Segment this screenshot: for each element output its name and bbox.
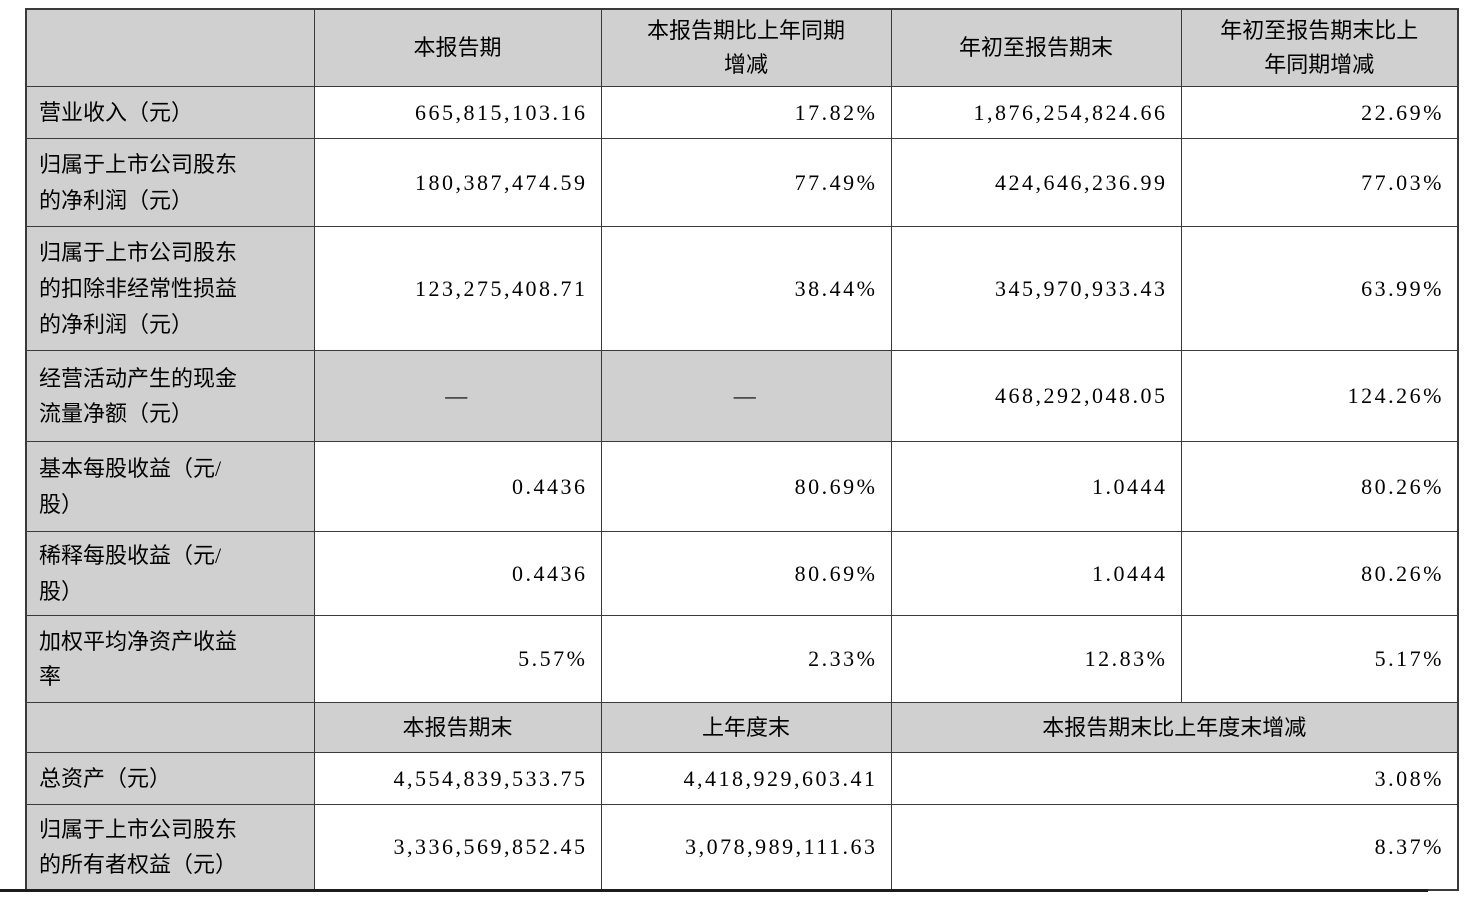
cell-value: 0.4436 xyxy=(313,441,602,533)
col-header-period-vs-last-year: 本报告期末比上年度末增减 xyxy=(890,702,1459,754)
cell-value: 3,078,989,111.63 xyxy=(600,804,892,891)
header-row-year-end: 本报告期末 上年度末 本报告期末比上年度末增减 xyxy=(25,702,1459,754)
table-row-basic-eps: 基本每股收益（元/ 股） 0.4436 80.69% 1.0444 80.26% xyxy=(25,441,1459,533)
cell-value-dash: — xyxy=(600,350,892,443)
cell-value: 12.83% xyxy=(890,615,1182,704)
cell-value: 468,292,048.05 xyxy=(890,350,1182,443)
table-row-owners-equity: 归属于上市公司股东 的所有者权益（元） 3,336,569,852.45 3,0… xyxy=(25,804,1459,891)
cell-value: 3.08% xyxy=(890,752,1459,806)
row-label: 基本每股收益（元/ 股） xyxy=(25,441,315,533)
cell-value: 80.26% xyxy=(1180,531,1459,617)
cell-value: 424,646,236.99 xyxy=(890,138,1182,228)
col-header-end-of-last-year: 上年度末 xyxy=(600,702,892,754)
corner-cell xyxy=(25,8,315,88)
financial-summary-table: 本报告期 本报告期比上年同期 增减 年初至报告期末 年初至报告期末比上 年同期增… xyxy=(25,8,1459,891)
cell-value: 1.0444 xyxy=(890,531,1182,617)
cell-value: 17.82% xyxy=(600,86,892,140)
row-label: 营业收入（元） xyxy=(25,86,315,140)
row-label: 加权平均净资产收益 率 xyxy=(25,615,315,704)
table-row-operating-revenue: 营业收入（元） 665,815,103.16 17.82% 1,876,254,… xyxy=(25,86,1459,140)
cell-value: 22.69% xyxy=(1180,86,1459,140)
col-header-end-of-period: 本报告期末 xyxy=(313,702,602,754)
cell-value: 8.37% xyxy=(890,804,1459,891)
cell-value: 77.49% xyxy=(600,138,892,228)
cell-value: 2.33% xyxy=(600,615,892,704)
table-row-net-profit: 归属于上市公司股东 的净利润（元） 180,387,474.59 77.49% … xyxy=(25,138,1459,228)
cell-value: 1.0444 xyxy=(890,441,1182,533)
table-row-operating-cash-flow: 经营活动产生的现金 流量净额（元） — — 468,292,048.05 124… xyxy=(25,350,1459,443)
page-bottom-rule xyxy=(0,889,1428,892)
row-label: 归属于上市公司股东 的净利润（元） xyxy=(25,138,315,228)
cell-value: 123,275,408.71 xyxy=(313,226,602,352)
col-header-year-to-date: 年初至报告期末 xyxy=(890,8,1182,88)
cell-value: 5.17% xyxy=(1180,615,1459,704)
financial-summary: 本报告期 本报告期比上年同期 增减 年初至报告期末 年初至报告期末比上 年同期增… xyxy=(25,8,1459,891)
cell-value: 5.57% xyxy=(313,615,602,704)
cell-value: 4,418,929,603.41 xyxy=(600,752,892,806)
cell-value: 180,387,474.59 xyxy=(313,138,602,228)
cell-value: 4,554,839,533.75 xyxy=(313,752,602,806)
cell-value: 0.4436 xyxy=(313,531,602,617)
cell-value-dash: — xyxy=(313,350,602,443)
cell-value: 80.69% xyxy=(600,531,892,617)
col-header-reporting-period: 本报告期 xyxy=(313,8,602,88)
cell-value: 63.99% xyxy=(1180,226,1459,352)
cell-value: 80.69% xyxy=(600,441,892,533)
row-label: 总资产（元） xyxy=(25,752,315,806)
table-row-weighted-roe: 加权平均净资产收益 率 5.57% 2.33% 12.83% 5.17% xyxy=(25,615,1459,704)
row-label: 稀释每股收益（元/ 股） xyxy=(25,531,315,617)
cell-value: 38.44% xyxy=(600,226,892,352)
table-row-diluted-eps: 稀释每股收益（元/ 股） 0.4436 80.69% 1.0444 80.26% xyxy=(25,531,1459,617)
col-header-reporting-period-yoy: 本报告期比上年同期 增减 xyxy=(600,8,892,88)
cell-value: 77.03% xyxy=(1180,138,1459,228)
table-row-net-profit-deducted: 归属于上市公司股东 的扣除非经常性损益 的净利润（元） 123,275,408.… xyxy=(25,226,1459,352)
row-label: 经营活动产生的现金 流量净额（元） xyxy=(25,350,315,443)
cell-value: 665,815,103.16 xyxy=(313,86,602,140)
cell-value: 3,336,569,852.45 xyxy=(313,804,602,891)
row-label: 归属于上市公司股东 的扣除非经常性损益 的净利润（元） xyxy=(25,226,315,352)
col-header-year-to-date-yoy: 年初至报告期末比上 年同期增减 xyxy=(1180,8,1459,88)
cell-value: 124.26% xyxy=(1180,350,1459,443)
cell-value: 1,876,254,824.66 xyxy=(890,86,1182,140)
corner-cell xyxy=(25,702,315,754)
cell-value: 345,970,933.43 xyxy=(890,226,1182,352)
cell-value: 80.26% xyxy=(1180,441,1459,533)
header-row-current-period: 本报告期 本报告期比上年同期 增减 年初至报告期末 年初至报告期末比上 年同期增… xyxy=(25,8,1459,88)
row-label: 归属于上市公司股东 的所有者权益（元） xyxy=(25,804,315,891)
table-row-total-assets: 总资产（元） 4,554,839,533.75 4,418,929,603.41… xyxy=(25,752,1459,806)
